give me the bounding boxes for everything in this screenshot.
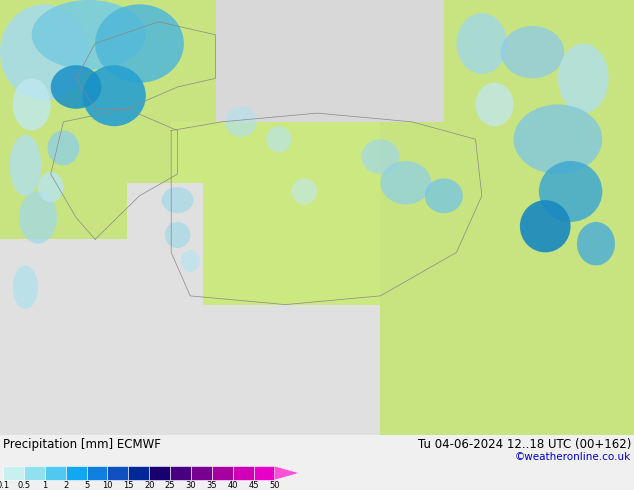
PathPatch shape: [0, 239, 178, 435]
Bar: [212, 466, 233, 480]
Text: 2: 2: [63, 481, 68, 490]
Ellipse shape: [476, 83, 514, 126]
Ellipse shape: [51, 65, 101, 109]
Text: ©weatheronline.co.uk: ©weatheronline.co.uk: [515, 452, 631, 462]
Bar: [128, 466, 149, 480]
Ellipse shape: [10, 135, 41, 196]
Ellipse shape: [13, 78, 51, 130]
Ellipse shape: [456, 13, 507, 74]
PathPatch shape: [380, 0, 634, 435]
Ellipse shape: [95, 4, 184, 83]
Ellipse shape: [181, 250, 200, 272]
Text: 0.1: 0.1: [0, 481, 10, 490]
Ellipse shape: [380, 161, 431, 204]
Ellipse shape: [292, 178, 317, 204]
Ellipse shape: [38, 172, 63, 202]
Bar: [149, 466, 170, 480]
Ellipse shape: [32, 0, 146, 70]
Text: 45: 45: [249, 481, 259, 490]
Text: 35: 35: [207, 481, 217, 490]
Ellipse shape: [165, 222, 190, 248]
Text: 25: 25: [165, 481, 176, 490]
PathPatch shape: [127, 183, 203, 313]
Polygon shape: [275, 466, 299, 480]
Bar: [45, 466, 66, 480]
Text: 50: 50: [269, 481, 280, 490]
Text: 20: 20: [144, 481, 155, 490]
Ellipse shape: [48, 130, 79, 165]
Bar: [107, 466, 128, 480]
Text: Precipitation [mm] ECMWF: Precipitation [mm] ECMWF: [3, 438, 161, 451]
Text: 15: 15: [123, 481, 134, 490]
Bar: [66, 466, 87, 480]
Ellipse shape: [82, 65, 146, 126]
PathPatch shape: [171, 122, 482, 305]
Ellipse shape: [520, 200, 571, 252]
Text: 5: 5: [84, 481, 89, 490]
Text: 0.5: 0.5: [17, 481, 30, 490]
Ellipse shape: [19, 192, 57, 244]
Text: 40: 40: [228, 481, 238, 490]
Ellipse shape: [13, 266, 38, 309]
Bar: [3, 466, 24, 480]
PathPatch shape: [0, 0, 216, 239]
Text: 1: 1: [42, 481, 48, 490]
Bar: [191, 466, 212, 480]
Bar: [233, 466, 254, 480]
Ellipse shape: [558, 44, 609, 113]
Text: 10: 10: [102, 481, 113, 490]
Ellipse shape: [225, 107, 257, 137]
Ellipse shape: [514, 104, 602, 174]
Ellipse shape: [577, 222, 615, 266]
Bar: [24, 466, 45, 480]
Ellipse shape: [501, 26, 564, 78]
Ellipse shape: [539, 161, 602, 222]
PathPatch shape: [216, 0, 444, 122]
Ellipse shape: [361, 139, 399, 174]
Bar: [254, 466, 275, 480]
Bar: [87, 466, 107, 480]
Bar: [170, 466, 191, 480]
Ellipse shape: [0, 4, 89, 100]
Ellipse shape: [162, 187, 193, 213]
Ellipse shape: [266, 126, 292, 152]
Ellipse shape: [425, 178, 463, 213]
Text: Tu 04-06-2024 12..18 UTC (00+162): Tu 04-06-2024 12..18 UTC (00+162): [418, 438, 631, 451]
Text: 30: 30: [186, 481, 197, 490]
